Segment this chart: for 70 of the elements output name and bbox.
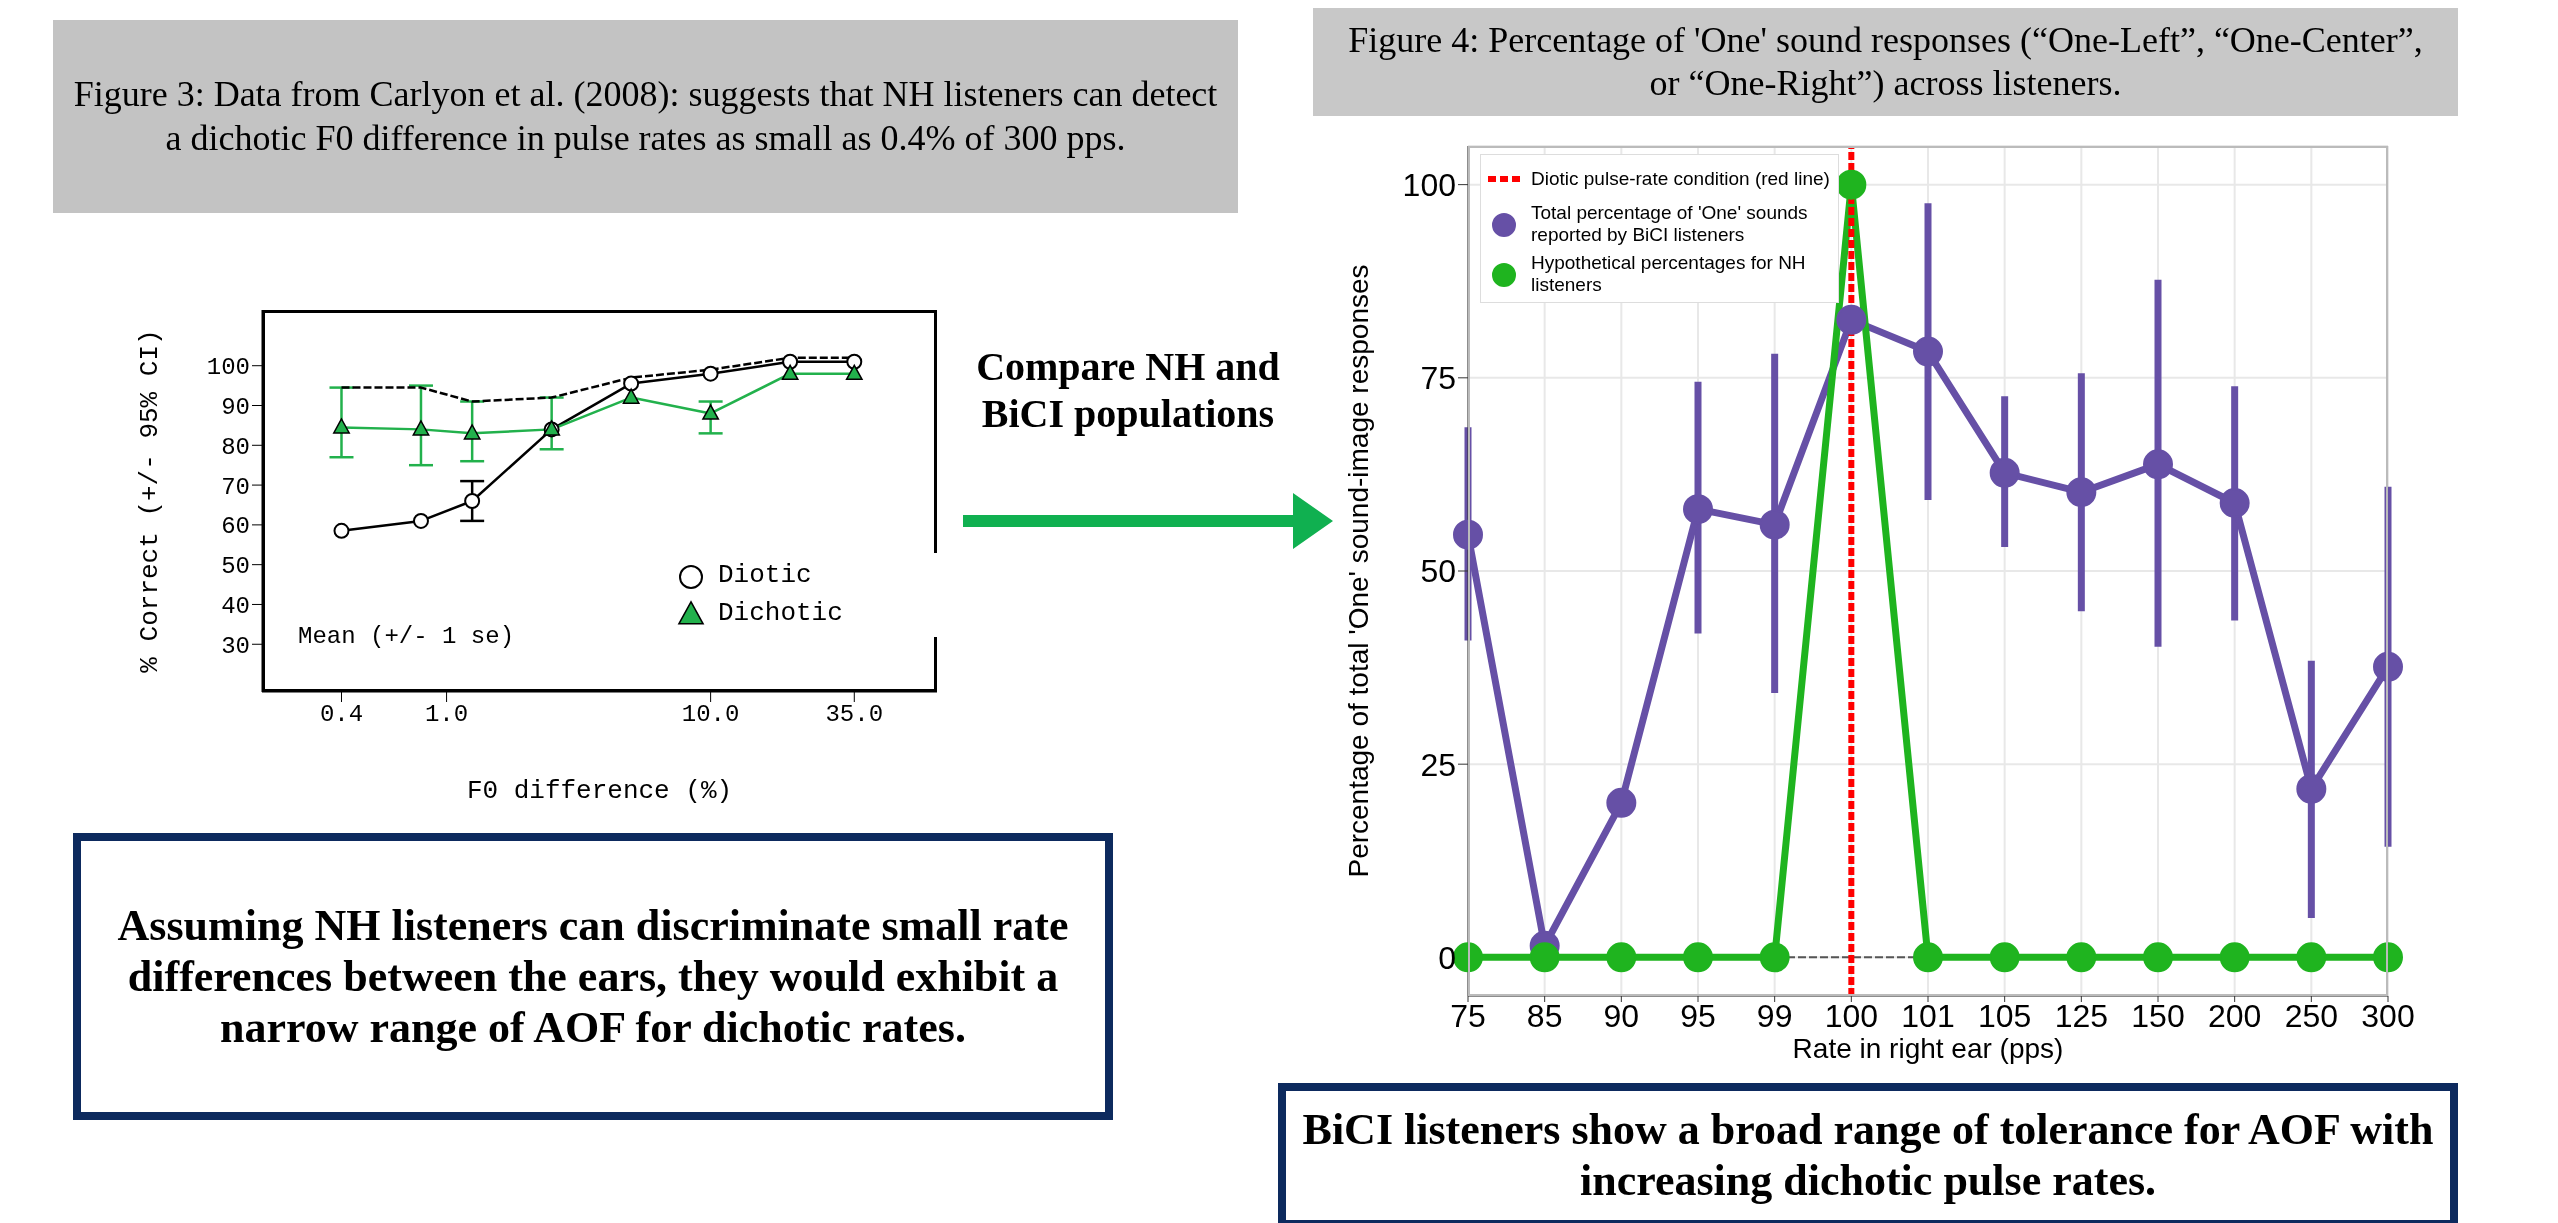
x-tick-label: 85: [1526, 997, 1563, 1034]
y-tick-label: 50: [221, 553, 250, 581]
point: [2066, 942, 2097, 973]
y-tick-label: 30: [221, 632, 250, 660]
point: [1989, 457, 2020, 488]
x-tick-label: 35.0: [825, 701, 884, 729]
point: [2143, 942, 2173, 973]
y-tick-label: 0: [1438, 939, 1456, 976]
y-tick-label: 90: [221, 394, 250, 422]
text: Compare NH and BiCI populations: [975, 343, 1281, 437]
point: [1529, 942, 1560, 973]
point: [1836, 169, 1867, 200]
legend-label: Diotic: [718, 560, 812, 591]
point: [1759, 942, 1790, 973]
y-tick-label: 60: [221, 513, 250, 541]
x-tick-label: 125: [2054, 997, 2109, 1034]
x-tick-label: 95: [1680, 997, 1716, 1034]
point: [2296, 773, 2327, 804]
y-tick-label: 40: [221, 592, 250, 620]
point: [1989, 942, 2020, 973]
legend-label: Total percentage of 'One' sounds reported by BiCI listeners: [1531, 202, 1809, 246]
point: [1913, 942, 1943, 973]
x-tick-label: 90: [1603, 997, 1640, 1034]
chart-title: Figure 4: Percentage of 'One' sound responses (“One-Left”, “One-Center”, or “One-Right”) across listeners.: [1313, 8, 2458, 116]
x-tick-label: 1.0: [424, 701, 469, 729]
x-tick-label: 250: [2284, 997, 2339, 1034]
x-tick-label: 300: [2361, 997, 2415, 1034]
point: [2373, 942, 2403, 973]
chart-title: Figure 3: Data from Carlyon et al. (2008): suggests that NH listeners can detect a dichotic F0 difference in pulse rates as small as 0.4% of 300 pps.: [53, 20, 1238, 213]
x-tick-label: 99: [1756, 997, 1793, 1034]
y-tick-label: 100: [206, 354, 250, 382]
annotation: Mean (+/- 1 se): [298, 623, 515, 650]
point: [1836, 304, 1867, 335]
y-tick-label: 80: [221, 433, 250, 461]
point: [1606, 787, 1637, 818]
x-tick-label: 105: [1977, 997, 2032, 1034]
x-tick-label: 0.4: [319, 701, 364, 729]
text: BiCI listeners show a broad range of tolerance for AOF with increasing dichotic pulse rates.: [1278, 1083, 2458, 1223]
point: [2296, 942, 2327, 973]
y-axis-title: Percentage of total 'One' sound-image responses: [1342, 264, 1374, 878]
text: Assuming NH listeners can discriminate small rate differences between the ears, they would exhibit a narrow range of AOF for dichotic rates.: [73, 833, 1113, 1120]
point: [1453, 519, 1483, 550]
point: [1913, 336, 1943, 367]
y-tick-label: 100: [1402, 167, 1456, 203]
x-axis-title: F0 difference (%): [466, 776, 733, 806]
y-tick-label: 75: [1420, 360, 1456, 397]
point: [2373, 651, 2403, 682]
x-tick-label: 75: [1450, 997, 1486, 1034]
y-tick-label: 70: [221, 473, 250, 501]
legend-label: Dichotic: [718, 598, 843, 629]
x-tick-label: 100: [1824, 997, 1879, 1034]
point: [2143, 449, 2173, 480]
x-tick-label: 150: [2131, 997, 2185, 1034]
point: [1606, 942, 1637, 973]
x-tick-label: 101: [1901, 997, 1955, 1034]
x-tick-label: 200: [2207, 997, 2262, 1034]
point: [1453, 942, 1483, 973]
point: [1683, 494, 1713, 525]
point: [2219, 488, 2250, 518]
point: [1759, 509, 1790, 540]
ref-line-label: Diotic pulse-rate condition (red line): [1531, 168, 1830, 190]
point: [2066, 477, 2097, 508]
x-axis-title: Rate in right ear (pps): [1792, 1033, 2064, 1064]
legend-label: Hypothetical percentages for NH listeners: [1531, 251, 1807, 296]
point: [2219, 942, 2250, 973]
y-axis-title: % Correct (+/- 95% CI): [135, 329, 166, 673]
point: [1683, 942, 1713, 973]
x-tick-label: 10.0: [681, 701, 740, 729]
y-tick-label: 25: [1420, 746, 1456, 783]
y-tick-label: 50: [1420, 553, 1456, 590]
